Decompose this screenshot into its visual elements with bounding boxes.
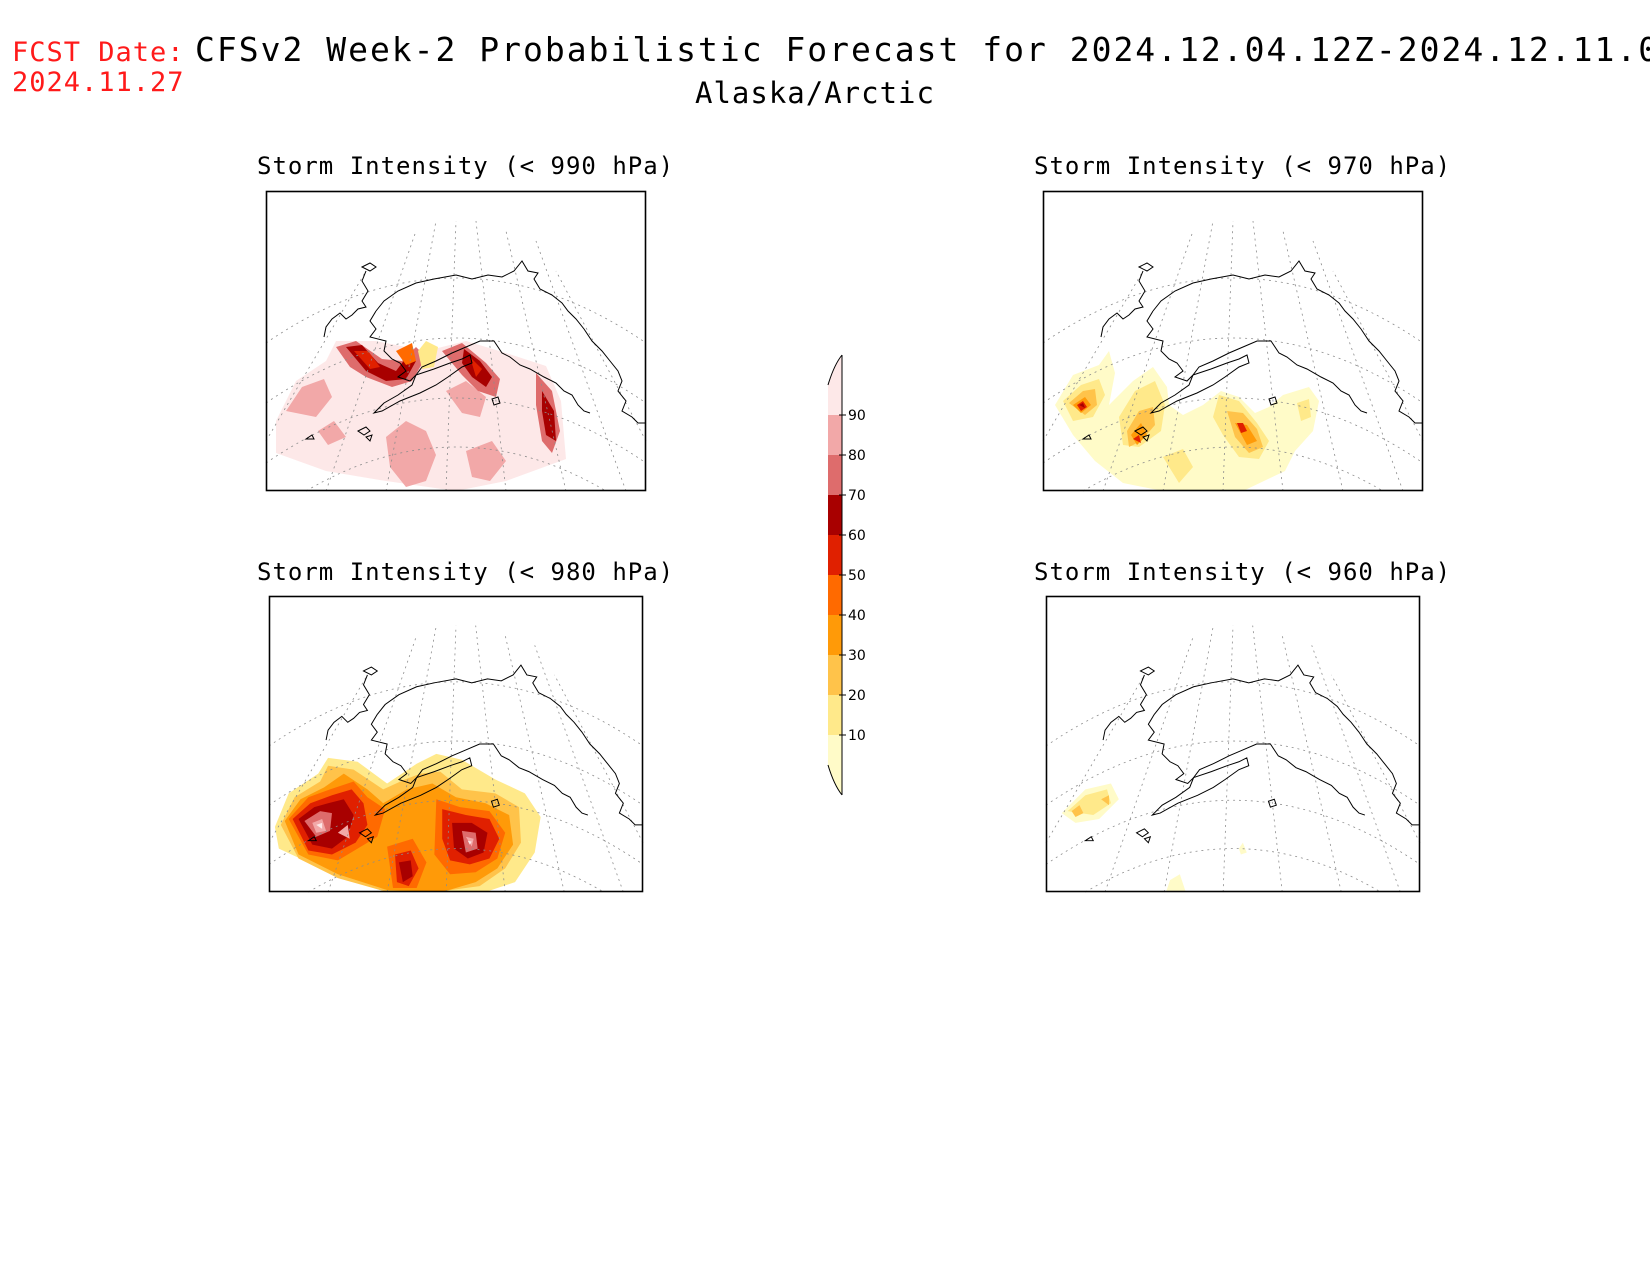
panel-title-960: Storm Intensity (< 960 hPa) [1034, 558, 1452, 586]
region-subtitle: Alaska/Arctic [695, 76, 935, 110]
colorbar-bin [828, 735, 842, 795]
storm-map-970 [1042, 190, 1424, 492]
map-frame [1045, 595, 1421, 893]
contour-fill [312, 818, 474, 847]
colorbar-tick-label: 80 [848, 448, 866, 464]
forecast-date-label: FCST Date: [12, 37, 185, 68]
coastline [306, 664, 643, 844]
probability-contours [274, 753, 541, 892]
colorbar-bin [828, 535, 842, 575]
contour-fill [298, 799, 488, 883]
contour-fill [286, 379, 506, 487]
map-frame [268, 595, 644, 893]
contour-fill [1079, 403, 1085, 408]
map-frame [265, 190, 647, 492]
storm-map-980 [268, 595, 644, 893]
panel-title-980: Storm Intensity (< 980 hPa) [257, 558, 675, 586]
contour-fill [396, 343, 416, 365]
colorbar-tick-label: 20 [848, 688, 866, 704]
graticule [268, 625, 644, 893]
contour-fill [1063, 379, 1311, 483]
graticule [265, 220, 647, 492]
colorbar-bin [828, 655, 842, 695]
storm-map-990 [265, 190, 647, 492]
colorbar-tick-label: 60 [848, 528, 866, 544]
colorbar-bin [828, 495, 842, 535]
contour-fill [1071, 795, 1109, 818]
coastline [1081, 260, 1423, 442]
colorbar-bin [828, 355, 842, 415]
colorbar-bin [828, 695, 842, 735]
colorbar-tick-label: 70 [848, 488, 866, 504]
colorbar-tick-label: 50 [848, 568, 866, 584]
coastline [304, 260, 646, 442]
contour-fill [354, 351, 482, 377]
colorbar-bin [828, 455, 842, 495]
coastline [1083, 664, 1420, 844]
panel-title-990: Storm Intensity (< 990 hPa) [257, 152, 675, 180]
contour-fill [346, 345, 556, 441]
probability-colorbar: 10 20 30 40 50 60 70 80 90 [827, 354, 866, 796]
colorbar-tick-label: 10 [848, 728, 866, 744]
storm-map-960 [1045, 595, 1421, 893]
forecast-date-value: 2024.11.27 [12, 67, 185, 98]
map-frame [1042, 190, 1424, 492]
probability-contours [276, 341, 566, 491]
colorbar-tick-label: 30 [848, 648, 866, 664]
colorbar-bin [828, 615, 842, 655]
contour-fill [304, 811, 478, 853]
graticule [1042, 220, 1424, 492]
colorbar-tick-label: 40 [848, 608, 866, 624]
panel-title-970: Storm Intensity (< 970 hPa) [1034, 152, 1452, 180]
colorbar-tick-label: 90 [848, 408, 866, 424]
probability-contours [1055, 351, 1319, 491]
probability-contours [1061, 783, 1247, 892]
contour-fill [336, 341, 560, 453]
colorbar-bin [828, 415, 842, 455]
colorbar-bin [828, 575, 842, 615]
graticule [1045, 625, 1421, 893]
contour-fill [1069, 389, 1263, 453]
page-title: CFSv2 Week-2 Probabilistic Forecast for … [195, 30, 1650, 69]
